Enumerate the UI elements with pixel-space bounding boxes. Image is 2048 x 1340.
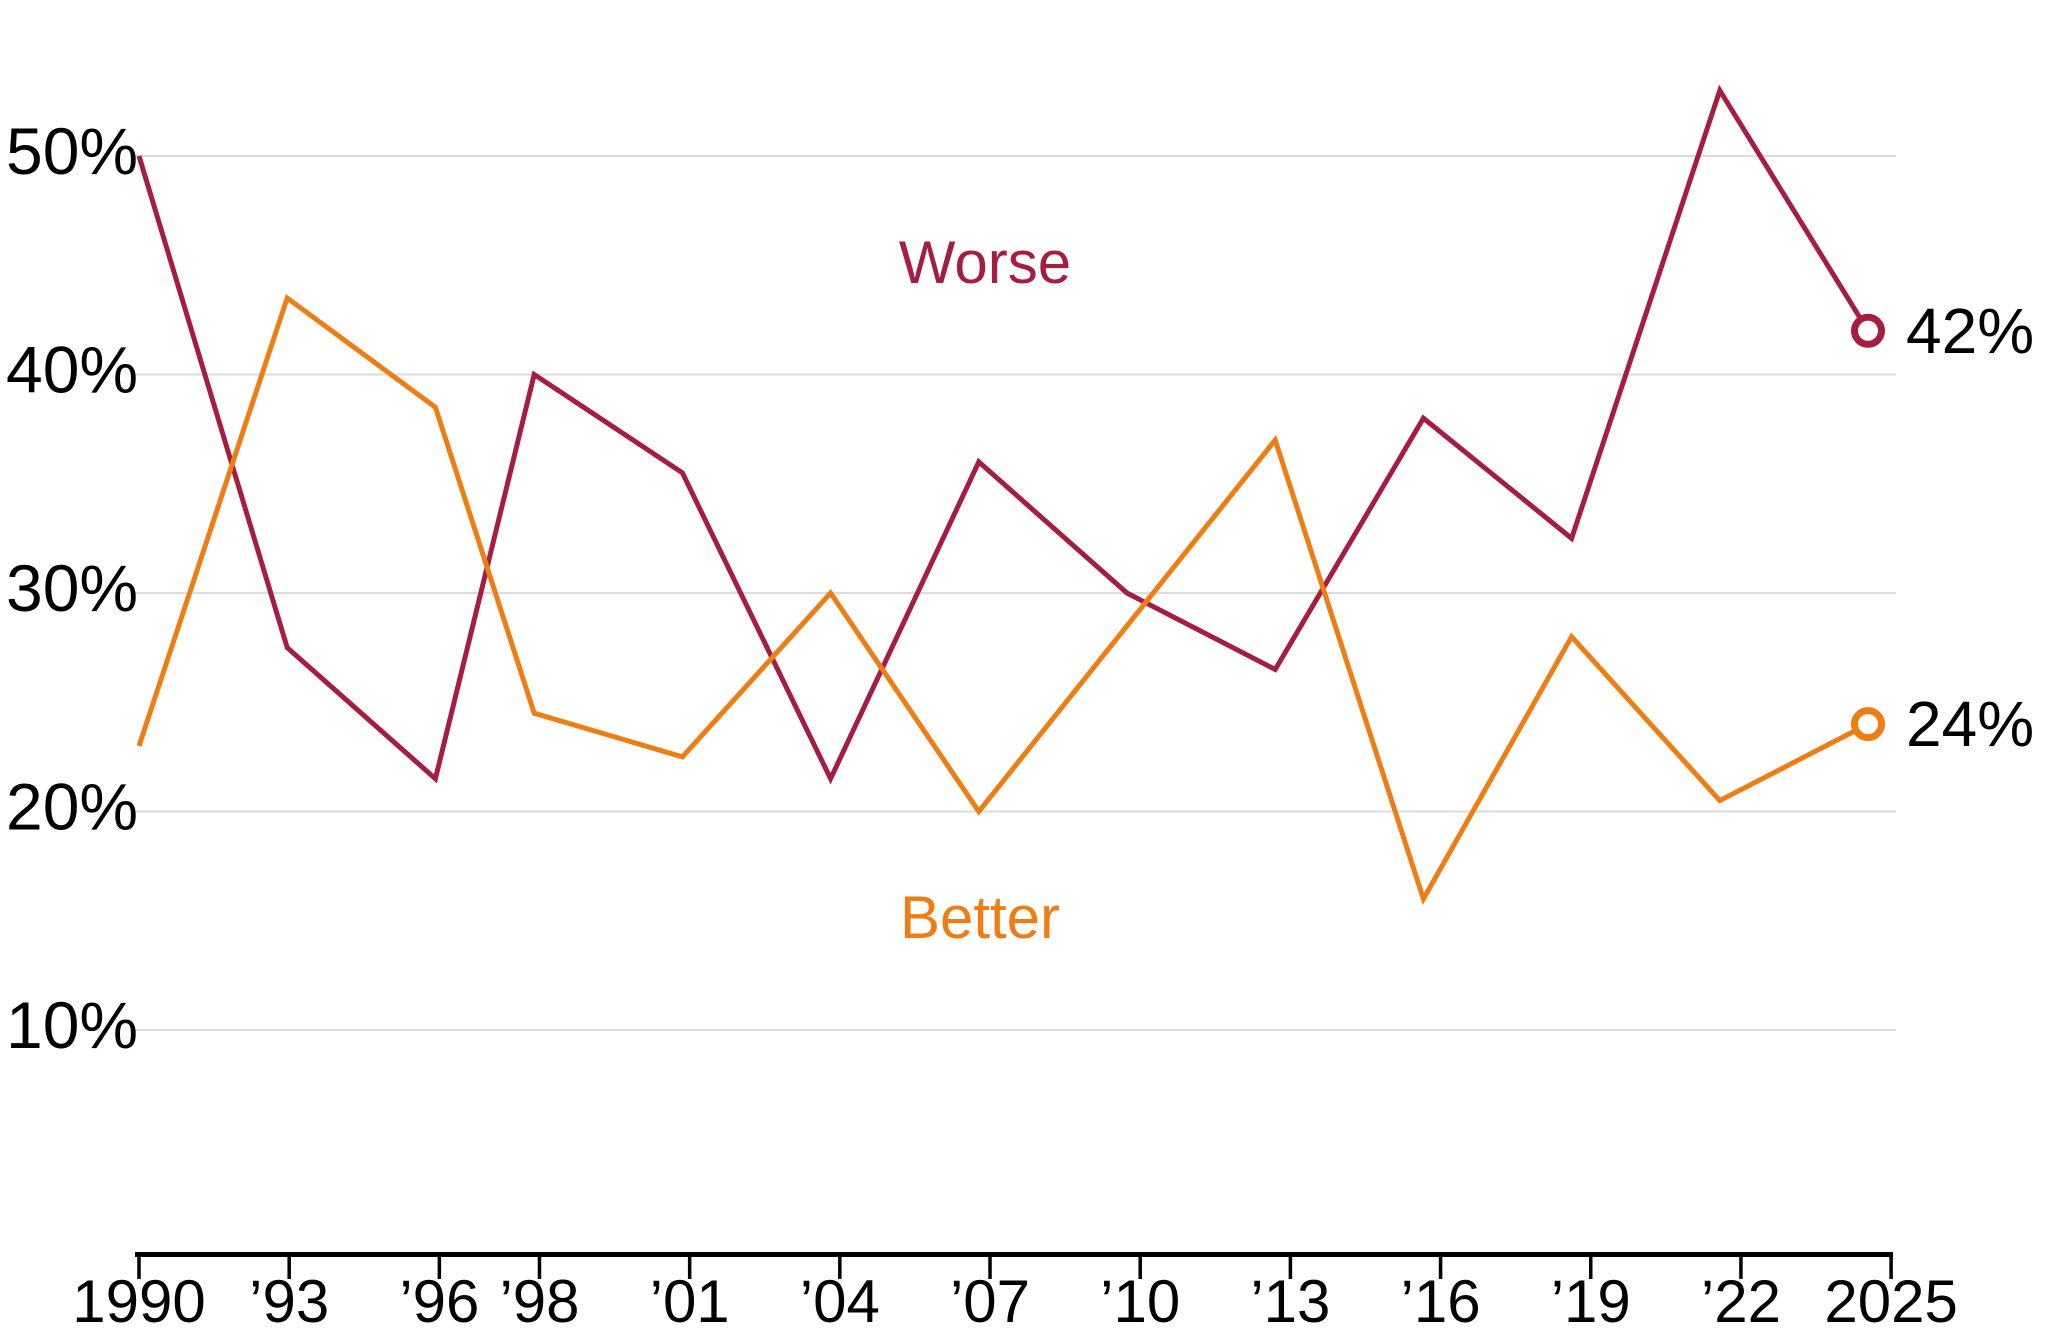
x-axis-label: 1990	[72, 1268, 205, 1335]
x-axis-label: ’04	[800, 1268, 880, 1335]
y-axis-label: 20%	[6, 770, 138, 844]
x-axis-label: ’13	[1250, 1268, 1330, 1335]
x-axis-label: ’16	[1401, 1268, 1481, 1335]
grid-layer	[135, 155, 1896, 1031]
x-axis-label: ’96	[399, 1268, 479, 1335]
x-axis-label: ’10	[1100, 1268, 1180, 1335]
y-axis-label: 50%	[6, 114, 138, 188]
series-layer	[136, 84, 1885, 906]
x-axis	[135, 1252, 1893, 1279]
better-series-label: Better	[900, 884, 1060, 951]
y-axis-label: 10%	[6, 988, 138, 1062]
x-axis-label: ’07	[950, 1268, 1030, 1335]
worse-endpoint-marker	[1851, 313, 1885, 348]
x-axis-label: ’01	[650, 1268, 730, 1335]
y-axis-label: 30%	[6, 551, 138, 625]
x-axis-label: ’98	[499, 1268, 579, 1335]
worse-line	[136, 84, 1871, 785]
x-axis-label: 2025	[1824, 1268, 1957, 1335]
better-end-value-label: 24%	[1906, 688, 2034, 760]
x-axis-label: ’22	[1701, 1268, 1781, 1335]
worse-series-label: Worse	[899, 229, 1071, 296]
better-line	[136, 293, 1870, 906]
worse-end-value-label: 42%	[1906, 295, 2034, 367]
better-endpoint-marker	[1851, 707, 1885, 742]
y-axis-label: 40%	[6, 333, 138, 407]
x-axis-label: ’93	[249, 1268, 329, 1335]
axis-labels: 50% 40% 30% 20% 10% 1990 ’93 ’96 ’98 ’01 ’04 ’07 ’10…	[6, 114, 1958, 1335]
x-axis-label: ’19	[1551, 1268, 1631, 1335]
